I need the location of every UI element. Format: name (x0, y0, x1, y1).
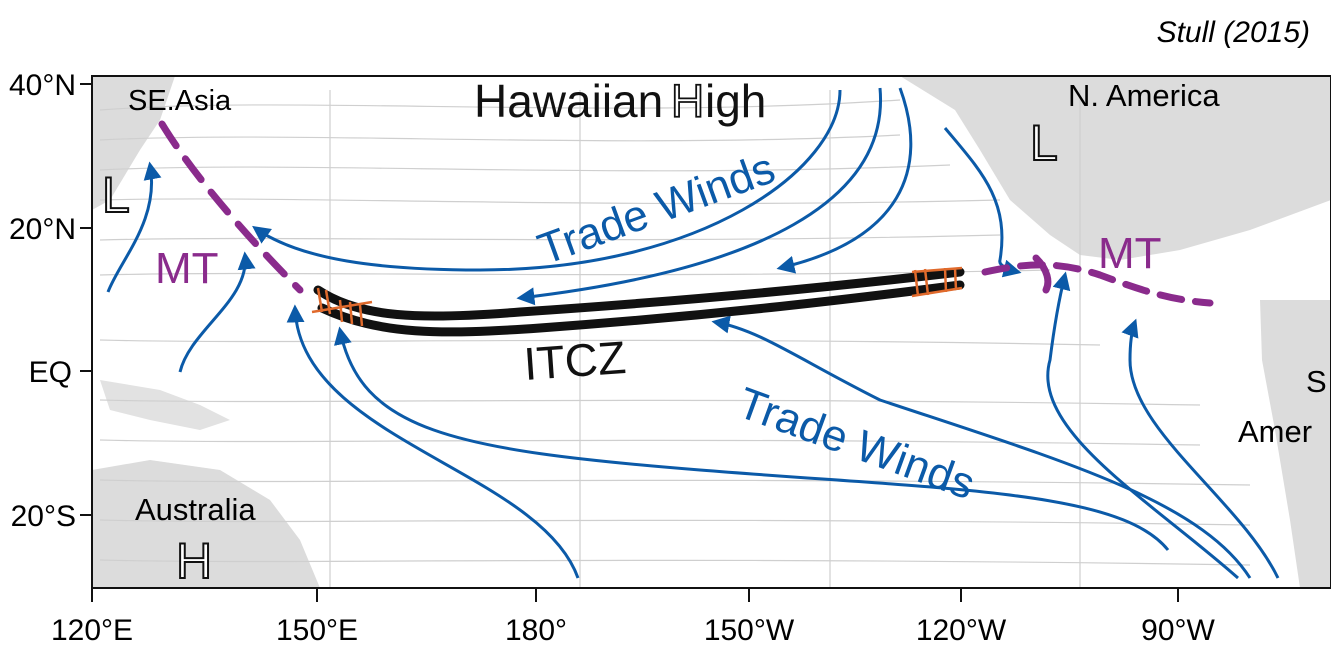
low-pressure-north-america: L (1030, 115, 1058, 171)
itcz-end-markers (311, 266, 963, 327)
map-background (92, 76, 1331, 588)
low-pressure-west: L (102, 167, 130, 223)
x-tick-150e: 150°E (276, 614, 358, 647)
wind-arrow-sw-1 (106, 161, 162, 293)
wind-arrow-se-2 (334, 326, 1170, 551)
wind-arrow-se-3 (711, 315, 1252, 579)
wind-streamlines (106, 87, 1280, 580)
y-tick-40n: 40°N (9, 69, 76, 102)
hawaiian-high-part2: igh (705, 75, 766, 127)
background-streamlines (99, 90, 1251, 588)
hawaiian-high-part1: Hawaiian (474, 75, 663, 127)
wind-arrow-ne-1 (252, 89, 842, 272)
x-axis (91, 588, 1179, 602)
monsoon-trough-west (158, 120, 304, 294)
wind-arrow-sw-2 (178, 251, 256, 373)
land-australia (92, 460, 320, 588)
label-mt-east: MT (1098, 229, 1162, 278)
y-tick-eq: EQ (29, 356, 72, 389)
y-tick-20n: 20°N (9, 213, 76, 246)
wind-arrow-se-1 (286, 304, 580, 579)
citation: Stull (2015) (1157, 16, 1310, 49)
wind-arrow-ne-3 (776, 87, 913, 274)
itcz-band (313, 267, 965, 337)
label-mt-west: MT (155, 244, 219, 293)
land-indonesia (100, 380, 230, 430)
y-tick-20s: 20°S (11, 500, 76, 533)
x-tick-150w: 150°W (704, 614, 795, 647)
monsoon-trough-east (981, 261, 1214, 307)
wind-arrow-se-5 (1121, 318, 1280, 579)
x-tick-120w: 120°W (916, 614, 1007, 647)
land-north-america (900, 76, 1331, 260)
label-itcz: ITCZ (522, 331, 628, 390)
hawaiian-high-outline-h: H (671, 75, 704, 127)
map-frame (91, 75, 1331, 589)
region-s-america-line1: S (1306, 364, 1327, 399)
region-s-america-line2: Amer (1238, 414, 1312, 449)
region-se-asia: SE.Asia (128, 85, 232, 117)
monsoon-trough-east-hook (1032, 254, 1052, 294)
wind-arrow-se-4 (1046, 271, 1239, 580)
land-south-america (1260, 300, 1331, 588)
region-australia: Australia (135, 492, 256, 527)
y-axis (80, 83, 92, 516)
region-n-america: N. America (1068, 78, 1220, 113)
high-pressure-australia: H (176, 533, 212, 589)
x-tick-180: 180° (505, 614, 567, 647)
x-tick-120e: 120°E (51, 614, 133, 647)
wind-arrow-ne-2 (516, 87, 883, 306)
x-tick-90w: 90°W (1141, 614, 1215, 647)
